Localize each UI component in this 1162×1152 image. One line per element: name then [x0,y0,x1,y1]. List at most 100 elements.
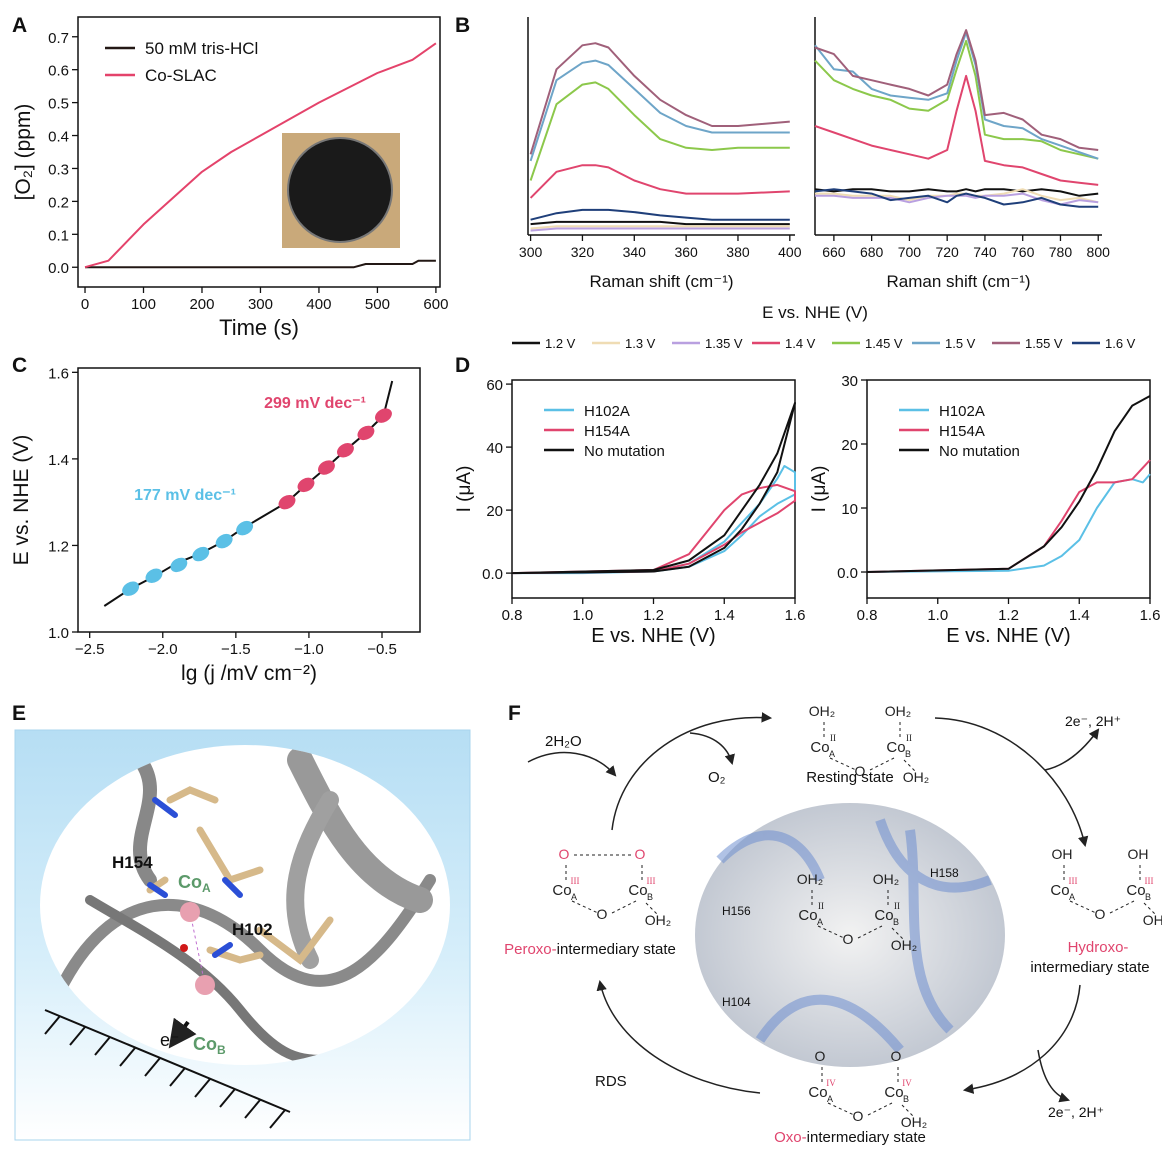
x-tick-label: −0.5 [367,641,397,658]
legend-label: 1.2 V [545,336,576,351]
atom-label: O [855,763,866,779]
data-point [236,520,254,536]
atom-label: Co [1126,882,1145,899]
state-label: Resting state [806,769,894,786]
annotation: 177 mV dec⁻¹ [134,487,236,504]
x-tick-label: 800 [1087,244,1111,260]
bond [611,900,637,914]
atom-label: O [1095,906,1106,922]
atom-label: Co [628,882,647,899]
data-line [866,395,1151,573]
state-name: intermediary state [807,1129,926,1146]
bond [1069,900,1097,914]
atom-label: O [853,1108,864,1124]
oxidation-state: III [647,876,656,886]
metal-subscript: A [202,881,211,895]
legend-label: H154A [939,423,985,440]
bond [571,900,599,914]
data-point [337,443,354,458]
state-prefix: Oxo- [774,1129,807,1146]
atom-label: OH₂ [903,769,929,785]
y-tick-label: 0.0 [837,565,858,582]
atom-label: A [817,917,823,927]
panel-label: F [508,702,521,725]
legend-label: H102A [939,403,985,420]
state-name: intermediary state [557,941,676,958]
atom-label: Co [808,1084,827,1101]
legend-label: 1.55 V [1025,336,1063,351]
oxidation-state: IV [826,1078,836,1088]
atom-label: A [829,749,835,759]
plot-frame [866,379,1151,599]
atom-label: OH [1128,846,1149,862]
data-line [511,465,796,575]
x-tick-label: 760 [1011,244,1035,260]
product: 2e⁻, 2H⁺ [1048,1104,1104,1120]
x-tick-label: 680 [860,244,884,260]
x-axis-label: Raman shift (cm⁻¹) [589,272,733,291]
bond [645,902,659,916]
data-line [815,188,1099,204]
data-line [511,483,796,575]
step-label: RDS [595,1073,627,1090]
legend-label: 50 mM tris-HCl [145,39,258,58]
residue-label: H158 [930,866,959,880]
y-tick-label: 0.0 [48,260,69,277]
legend-label: No mutation [584,443,665,460]
y-axis-label: I (μA) [809,466,830,513]
bond [867,1102,893,1116]
atom-label: OH₂ [885,703,911,719]
x-tick-label: 320 [571,244,595,260]
data-point [215,533,233,549]
y-tick-label: 1.0 [48,625,69,642]
product: O₂ [708,769,726,786]
plot-frame [77,367,421,633]
x-tick-label: −2.0 [148,641,178,658]
atom-label: OH₂ [645,912,671,928]
atom-label: OH₂ [1143,912,1162,928]
product: 2e⁻, 2H⁺ [1065,713,1121,729]
state-prefix: Peroxo- [504,941,557,958]
x-tick-label: 300 [248,296,273,313]
x-tick-label: −1.5 [221,641,251,658]
x-tick-label: 1.2 [643,607,664,624]
bond [903,759,917,773]
data-line [815,192,1099,206]
electron-label: e⁻ [160,1030,180,1050]
y-tick-label: 20 [841,437,858,454]
y-axis-label: E vs. NHE (V) [10,435,33,566]
oxidation-state: III [571,876,580,886]
data-point [297,477,315,493]
atom-label: Co [1050,882,1069,899]
data-line [530,227,790,232]
atom-label: O [635,846,646,862]
y-tick-label: 60 [486,377,503,394]
legend-label: Co-SLAC [145,66,217,85]
y-axis-label: I (μA) [454,466,475,513]
x-tick-label: 1.4 [1069,607,1090,624]
atom-label: OH₂ [901,1114,927,1130]
state-prefix: Hydroxo- [1068,939,1129,956]
co-b-sphere [195,975,215,995]
panel-label: D [455,354,470,377]
data-point [170,557,188,573]
x-tick-label: 1.6 [785,607,806,624]
x-tick-label: 0 [81,296,89,313]
x-tick-label: 400 [778,244,802,260]
atom-label: Co [810,739,829,756]
super-x-label: E vs. NHE (V) [762,303,868,322]
oxidation-state: III [1069,876,1078,886]
metal-label: CoB [193,1034,226,1057]
data-line [530,220,790,226]
state-label: Oxo-intermediary state [774,1129,926,1146]
data-point [192,546,210,562]
plot-frame [511,379,796,599]
x-axis-label: lg (j /mV cm⁻²) [181,662,317,685]
electrode [44,1009,291,1129]
data-point [122,581,140,596]
data-line [814,29,1099,151]
panel-label: E [12,702,26,725]
